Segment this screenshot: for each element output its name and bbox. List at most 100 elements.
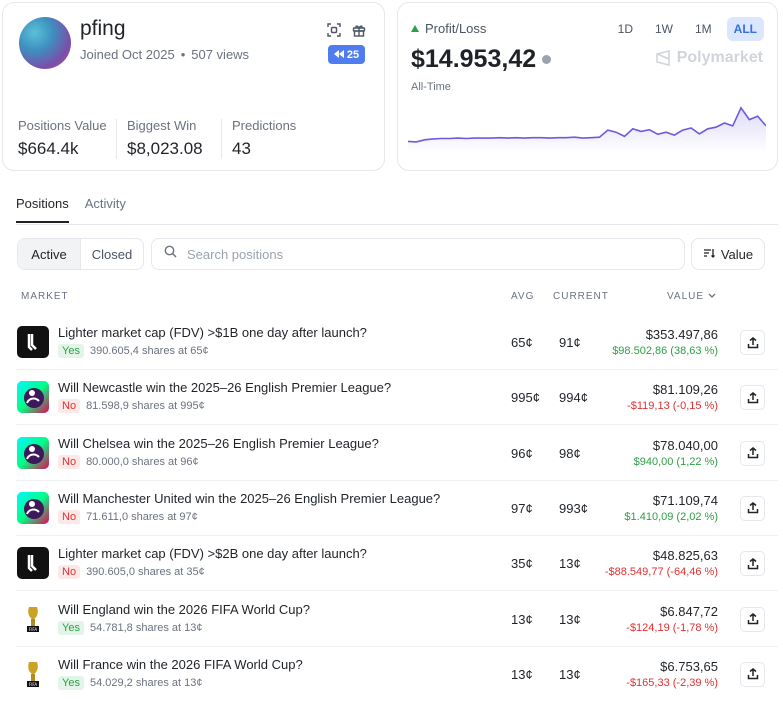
username: pfing xyxy=(80,17,126,40)
pnl-value: $14.953,42 xyxy=(411,45,537,73)
share-button[interactable] xyxy=(740,661,765,687)
gift-icon[interactable] xyxy=(352,23,366,39)
pnl-area xyxy=(408,107,766,153)
market-title[interactable]: Will Chelsea win the 2025–26 English Pre… xyxy=(58,435,379,451)
position-row[interactable]: Lighter market cap (FDV) >$2B one day af… xyxy=(16,536,778,592)
fifa-trophy-icon: FIFA xyxy=(17,657,49,690)
search-box xyxy=(151,238,685,270)
avg-price: 35¢ xyxy=(511,556,533,572)
position-detail: No 81.598,9 shares at 995¢ xyxy=(58,399,205,414)
stat-predictions: Predictions 43 xyxy=(232,118,296,159)
premier-league-logo-icon xyxy=(17,381,49,414)
avg-price: 97¢ xyxy=(511,500,533,516)
position-detail: No 71.611,0 shares at 97¢ xyxy=(58,509,198,524)
range-1w[interactable]: 1W xyxy=(655,22,673,36)
value-amount: $6.753,65 xyxy=(660,658,718,674)
position-row[interactable]: Will Chelsea win the 2025–26 English Pre… xyxy=(16,426,778,481)
market-title[interactable]: Will Manchester United win the 2025–26 E… xyxy=(58,490,441,506)
brand-name: Polymarket xyxy=(676,49,763,66)
position-row[interactable]: Lighter market cap (FDV) >$1B one day af… xyxy=(16,315,778,370)
svg-text:FIFA: FIFA xyxy=(29,627,37,632)
share-button[interactable] xyxy=(740,551,765,577)
current-price: 13¢ xyxy=(559,666,581,682)
avatar[interactable] xyxy=(19,17,71,69)
current-price: 13¢ xyxy=(559,556,581,572)
current-price: 98¢ xyxy=(559,445,581,461)
avg-price: 13¢ xyxy=(511,611,533,627)
market-title[interactable]: Will England win the 2026 FIFA World Cup… xyxy=(58,601,310,617)
share-button[interactable] xyxy=(740,495,765,521)
position-value: $78.040,00 $940,00 (1,22 %) xyxy=(634,438,718,468)
up-triangle-icon xyxy=(411,25,419,32)
position-value: $48.825,63 -$88.549,77 (-64,46 %) xyxy=(605,548,718,578)
rank-badge[interactable]: 25 xyxy=(328,45,365,64)
profile-card: pfing Joined Oct 2025 • 507 views 25 Posit… xyxy=(2,2,385,171)
stat-biggest-win: Biggest Win $8,023.08 xyxy=(127,118,203,159)
shares-text: 80.000,0 shares at 96¢ xyxy=(86,455,199,468)
tab-activity[interactable]: Activity xyxy=(84,196,126,211)
value-amount: $6.847,72 xyxy=(660,603,718,619)
market-title[interactable]: Will France win the 2026 FIFA World Cup? xyxy=(58,656,303,672)
position-detail: No 80.000,0 shares at 96¢ xyxy=(58,454,199,469)
pnl-card: Profit/Loss $14.953,42 All-Time 1D 1W 1M… xyxy=(397,2,778,171)
share-button[interactable] xyxy=(740,385,765,411)
search-input[interactable] xyxy=(187,246,667,262)
value-pnl: -$165,33 (-2,39 %) xyxy=(626,676,718,689)
position-detail: No 390.605,0 shares at 35¢ xyxy=(58,565,205,580)
header-value-label: VALUE xyxy=(667,291,705,302)
tab-bar: Positions Activity xyxy=(16,196,126,223)
views-count: 507 views xyxy=(191,47,250,62)
share-button[interactable] xyxy=(740,606,765,632)
pnl-line xyxy=(408,106,766,143)
avg-price: 13¢ xyxy=(511,666,533,682)
svg-text:FIFA: FIFA xyxy=(29,682,37,687)
header-avg: AVG xyxy=(511,291,535,302)
scan-icon[interactable] xyxy=(327,23,341,39)
sort-icon xyxy=(703,247,715,262)
avg-price: 65¢ xyxy=(511,335,533,350)
filter-closed-button[interactable]: Closed xyxy=(91,246,133,262)
value-pnl: $1.410,09 (2,02 %) xyxy=(624,510,718,523)
position-row[interactable]: FIFA Will France win the 2026 FIFA World… xyxy=(16,647,778,701)
value-pnl: -$124,19 (-1,78 %) xyxy=(626,621,718,634)
position-row[interactable]: Will Newcastle win the 2025–26 English P… xyxy=(16,370,778,426)
sort-value-button[interactable]: Value xyxy=(691,238,765,270)
share-icon xyxy=(747,447,758,459)
position-value: $353.497,86 $98.502,86 (38,63 %) xyxy=(612,327,718,357)
outcome-pill: Yes xyxy=(58,344,84,358)
market-title[interactable]: Will Newcastle win the 2025–26 English P… xyxy=(58,380,392,396)
range-1d[interactable]: 1D xyxy=(617,22,633,36)
stat-label: Positions Value xyxy=(18,118,107,133)
value-amount: $81.109,26 xyxy=(652,382,718,398)
shares-text: 390.605,0 shares at 35¢ xyxy=(86,566,205,579)
pnl-period: All-Time xyxy=(411,81,451,93)
position-value: $81.109,26 -$119,13 (-0,15 %) xyxy=(627,382,718,412)
range-1m[interactable]: 1M xyxy=(695,22,712,36)
value-pnl: $940,00 (1,22 %) xyxy=(633,455,718,468)
filter-active-button[interactable]: Active xyxy=(18,239,81,269)
position-row[interactable]: Will Manchester United win the 2025–26 E… xyxy=(16,481,778,536)
position-row[interactable]: FIFA Will England win the 2026 FIFA Worl… xyxy=(16,592,778,647)
header-current: CURRENT xyxy=(553,291,609,302)
shares-text: 81.598,9 shares at 995¢ xyxy=(86,400,205,413)
range-all[interactable]: ALL xyxy=(726,17,764,41)
status-toggle: Active Closed xyxy=(17,238,144,270)
info-icon[interactable] xyxy=(542,55,552,64)
share-icon xyxy=(747,336,758,348)
share-button[interactable] xyxy=(740,330,765,355)
divider xyxy=(221,119,222,159)
shares-text: 71.611,0 shares at 97¢ xyxy=(86,510,198,523)
tab-divider xyxy=(16,224,778,225)
market-title[interactable]: Lighter market cap (FDV) >$1B one day af… xyxy=(58,325,367,340)
share-button[interactable] xyxy=(740,440,765,466)
tab-positions[interactable]: Positions xyxy=(16,196,69,223)
header-value[interactable]: VALUE xyxy=(667,291,716,302)
chevron-down-icon xyxy=(708,291,716,302)
current-price: 91¢ xyxy=(559,335,581,350)
profile-meta: Joined Oct 2025 • 507 views xyxy=(80,47,249,62)
pnl-label-row: Profit/Loss xyxy=(411,21,486,36)
market-title[interactable]: Lighter market cap (FDV) >$2B one day af… xyxy=(58,546,367,562)
stat-positions-value: Positions Value $664.4k xyxy=(18,118,107,159)
value-amount: $78.040,00 xyxy=(652,437,718,453)
premier-league-logo-icon xyxy=(17,436,49,469)
